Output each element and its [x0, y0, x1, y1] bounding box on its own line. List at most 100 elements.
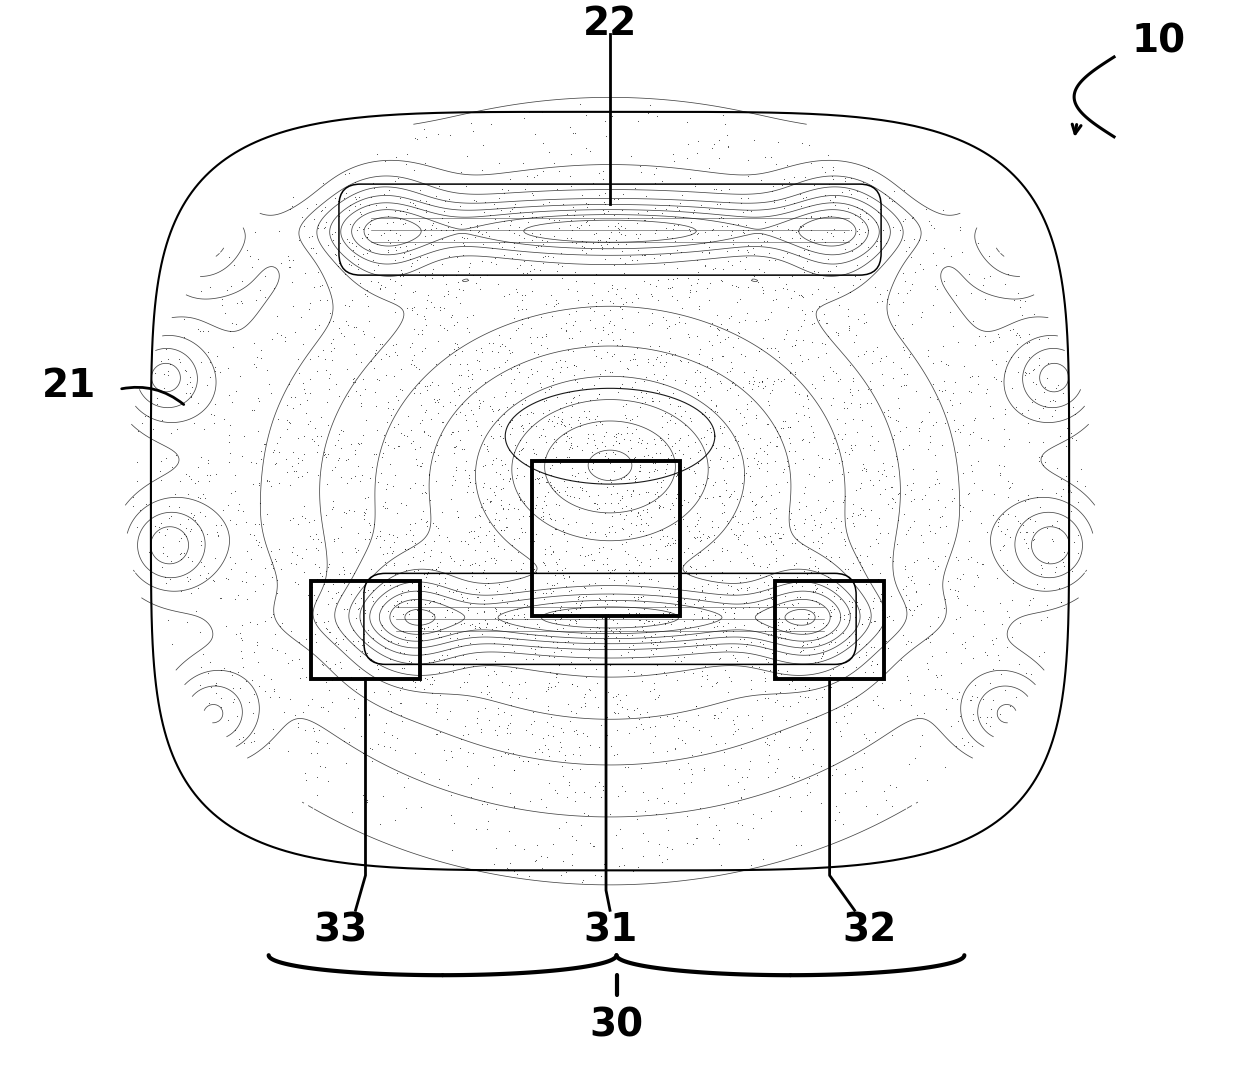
Point	[579, 806, 599, 823]
Point	[606, 285, 626, 303]
Point	[466, 820, 486, 837]
Point	[575, 547, 595, 564]
Point	[688, 297, 708, 314]
Point	[285, 323, 305, 340]
Point	[542, 525, 562, 542]
Point	[675, 635, 694, 652]
Point	[657, 320, 677, 337]
Point	[388, 598, 408, 615]
Point	[546, 553, 565, 570]
Point	[627, 241, 647, 258]
Point	[707, 196, 727, 213]
Point	[704, 181, 724, 198]
Point	[319, 417, 339, 434]
Point	[629, 711, 649, 728]
Point	[666, 232, 686, 249]
Point	[722, 353, 742, 370]
Point	[589, 444, 609, 461]
Point	[862, 427, 882, 444]
Point	[944, 317, 963, 335]
Point	[646, 454, 666, 471]
Point	[636, 514, 656, 531]
Point	[684, 175, 704, 192]
Point	[1011, 298, 1030, 315]
Point	[687, 636, 707, 653]
Point	[670, 398, 689, 415]
Point	[684, 579, 704, 597]
Point	[373, 498, 393, 515]
Point	[201, 467, 221, 484]
Point	[517, 610, 537, 628]
Point	[722, 600, 742, 617]
Point	[578, 430, 598, 447]
Point	[780, 622, 800, 639]
Point	[198, 695, 218, 712]
Point	[373, 224, 393, 242]
Point	[444, 584, 464, 601]
Point	[843, 372, 863, 389]
Point	[899, 601, 919, 618]
Point	[543, 605, 563, 622]
Point	[489, 220, 508, 237]
Point	[497, 578, 517, 595]
Point	[228, 586, 248, 603]
Point	[618, 424, 637, 441]
Point	[469, 618, 489, 635]
Point	[863, 663, 883, 680]
Point	[782, 595, 802, 613]
Point	[460, 219, 480, 236]
Point	[544, 228, 564, 245]
Point	[670, 195, 689, 212]
Point	[981, 267, 1001, 284]
Point	[887, 778, 906, 795]
Point	[972, 481, 992, 498]
Point	[722, 672, 742, 690]
Point	[838, 300, 858, 317]
Point	[854, 223, 874, 241]
Point	[918, 654, 937, 671]
Point	[639, 832, 658, 849]
Point	[655, 465, 675, 482]
Point	[588, 335, 608, 352]
Point	[370, 280, 389, 297]
Point	[813, 372, 833, 389]
Point	[1018, 402, 1038, 419]
Point	[983, 409, 1003, 427]
Point	[618, 359, 637, 376]
Point	[717, 699, 737, 716]
Point	[267, 434, 286, 451]
Point	[961, 384, 981, 401]
Point	[249, 475, 269, 492]
Point	[317, 476, 337, 493]
Point	[791, 317, 811, 335]
Point	[472, 495, 492, 512]
Point	[187, 579, 207, 597]
Point	[846, 760, 866, 777]
Point	[636, 187, 656, 204]
Point	[304, 211, 324, 228]
Point	[663, 270, 683, 288]
Point	[372, 598, 392, 615]
Point	[579, 403, 599, 420]
Point	[718, 137, 738, 154]
Point	[683, 204, 703, 221]
Point	[572, 479, 591, 496]
Point	[484, 483, 503, 500]
Point	[703, 221, 723, 238]
Point	[839, 592, 859, 609]
Point	[991, 465, 1011, 482]
Point	[1061, 483, 1081, 500]
Point	[662, 549, 682, 567]
Point	[556, 323, 575, 340]
Point	[640, 558, 660, 575]
Point	[569, 408, 589, 425]
Point	[709, 196, 729, 213]
Point	[859, 609, 879, 626]
Point	[438, 219, 458, 236]
Point	[892, 651, 911, 668]
Point	[497, 351, 517, 368]
Point	[501, 329, 521, 346]
Point	[611, 520, 631, 537]
Point	[764, 731, 784, 748]
Point	[898, 284, 918, 301]
